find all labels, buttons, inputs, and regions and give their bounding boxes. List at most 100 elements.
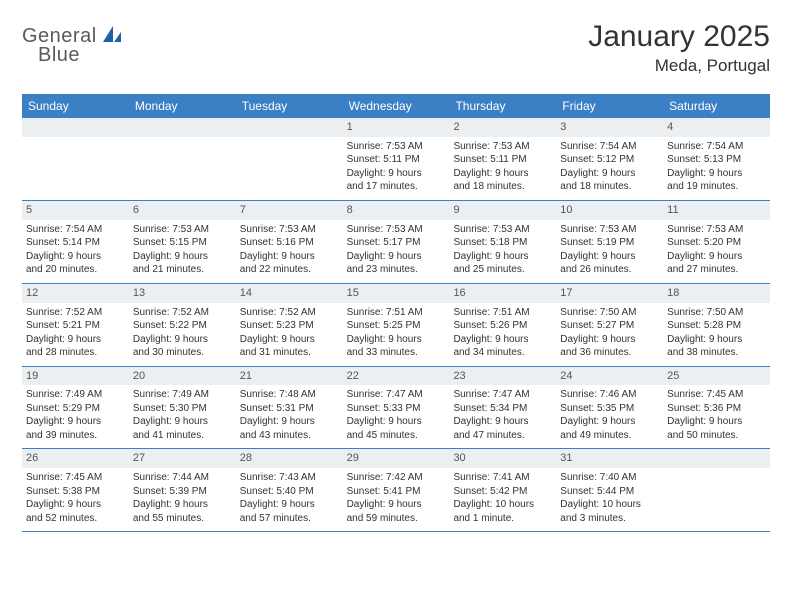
day-cell: 25Sunrise: 7:45 AMSunset: 5:36 PMDayligh…	[663, 367, 770, 449]
day-number: 17	[556, 284, 663, 303]
logo-text-blue-wrap: Blue	[38, 44, 80, 67]
day-header-wed: Wednesday	[343, 94, 450, 118]
sunrise-text: Sunrise: 7:49 AM	[133, 388, 232, 402]
day-cell: 9Sunrise: 7:53 AMSunset: 5:18 PMDaylight…	[449, 201, 556, 283]
day-number: 9	[449, 201, 556, 220]
day-cell: 28Sunrise: 7:43 AMSunset: 5:40 PMDayligh…	[236, 449, 343, 531]
daylight-text: and 3 minutes.	[560, 512, 659, 526]
sunrise-text: Sunrise: 7:53 AM	[133, 223, 232, 237]
sunrise-text: Sunrise: 7:51 AM	[453, 306, 552, 320]
location-label: Meda, Portugal	[588, 56, 770, 76]
daylight-text: and 21 minutes.	[133, 263, 232, 277]
day-number: 20	[129, 367, 236, 386]
daylight-text: and 20 minutes.	[26, 263, 125, 277]
sunset-text: Sunset: 5:20 PM	[667, 236, 766, 250]
sunrise-text: Sunrise: 7:40 AM	[560, 471, 659, 485]
sunrise-text: Sunrise: 7:52 AM	[133, 306, 232, 320]
day-header-thu: Thursday	[449, 94, 556, 118]
sunset-text: Sunset: 5:14 PM	[26, 236, 125, 250]
daylight-text: and 39 minutes.	[26, 429, 125, 443]
sunset-text: Sunset: 5:33 PM	[347, 402, 446, 416]
daylight-text: and 17 minutes.	[347, 180, 446, 194]
sunrise-text: Sunrise: 7:44 AM	[133, 471, 232, 485]
day-cell: 1Sunrise: 7:53 AMSunset: 5:11 PMDaylight…	[343, 118, 450, 200]
sunset-text: Sunset: 5:23 PM	[240, 319, 339, 333]
day-header-fri: Friday	[556, 94, 663, 118]
daylight-text: Daylight: 9 hours	[347, 333, 446, 347]
day-cell	[236, 118, 343, 200]
day-cell: 17 Sunrise: 7:50 AMSunset: 5:27 PMDayligh…	[556, 284, 663, 366]
daylight-text: and 50 minutes.	[667, 429, 766, 443]
day-number	[22, 118, 129, 137]
month-title: January 2025	[588, 20, 770, 54]
day-cell: 7Sunrise: 7:53 AMSunset: 5:16 PMDaylight…	[236, 201, 343, 283]
daylight-text: and 36 minutes.	[560, 346, 659, 360]
day-cell: 15Sunrise: 7:51 AMSunset: 5:25 PMDayligh…	[343, 284, 450, 366]
daylight-text: Daylight: 9 hours	[667, 167, 766, 181]
day-cell	[663, 449, 770, 531]
daylight-text: and 57 minutes.	[240, 512, 339, 526]
sunrise-text: Sunrise: 7:53 AM	[347, 140, 446, 154]
sunrise-text: Sunrise: 7:51 AM	[347, 306, 446, 320]
sunrise-text: Sunrise: 7:54 AM	[26, 223, 125, 237]
day-cell: 4Sunrise: 7:54 AMSunset: 5:13 PMDaylight…	[663, 118, 770, 200]
daylight-text: Daylight: 9 hours	[26, 250, 125, 264]
day-header-sat: Saturday	[663, 94, 770, 118]
day-header-sun: Sunday	[22, 94, 129, 118]
day-cell: 20 Sunrise: 7:49 AMSunset: 5:30 PMDayligh…	[129, 367, 236, 449]
week-row: 26Sunrise: 7:45 AMSunset: 5:38 PMDayligh…	[22, 449, 770, 532]
daylight-text: Daylight: 9 hours	[560, 415, 659, 429]
day-cell: 29Sunrise: 7:42 AMSunset: 5:41 PMDayligh…	[343, 449, 450, 531]
sunset-text: Sunset: 5:15 PM	[133, 236, 232, 250]
daylight-text: Daylight: 9 hours	[133, 498, 232, 512]
sunset-text: Sunset: 5:41 PM	[347, 485, 446, 499]
day-header-mon: Monday	[129, 94, 236, 118]
day-cell: 10Sunrise: 7:53 AMSunset: 5:19 PMDayligh…	[556, 201, 663, 283]
daylight-text: and 45 minutes.	[347, 429, 446, 443]
sunrise-text: Sunrise: 7:48 AM	[240, 388, 339, 402]
sunset-text: Sunset: 5:25 PM	[347, 319, 446, 333]
daylight-text: Daylight: 9 hours	[133, 415, 232, 429]
sunrise-text: Sunrise: 7:50 AM	[560, 306, 659, 320]
day-number: 27	[129, 449, 236, 468]
sunrise-text: Sunrise: 7:53 AM	[667, 223, 766, 237]
daylight-text: Daylight: 9 hours	[240, 498, 339, 512]
daylight-text: Daylight: 9 hours	[347, 498, 446, 512]
day-number: 23	[449, 367, 556, 386]
sunrise-text: Sunrise: 7:54 AM	[667, 140, 766, 154]
sunrise-text: Sunrise: 7:49 AM	[26, 388, 125, 402]
sunrise-text: Sunrise: 7:54 AM	[560, 140, 659, 154]
day-number: 4	[663, 118, 770, 137]
daylight-text: and 22 minutes.	[240, 263, 339, 277]
sunset-text: Sunset: 5:27 PM	[560, 319, 659, 333]
day-number: 6	[129, 201, 236, 220]
sunset-text: Sunset: 5:17 PM	[347, 236, 446, 250]
daylight-text: Daylight: 9 hours	[26, 498, 125, 512]
day-number: 28	[236, 449, 343, 468]
day-number: 16	[449, 284, 556, 303]
sunset-text: Sunset: 5:11 PM	[347, 153, 446, 167]
daylight-text: Daylight: 9 hours	[347, 250, 446, 264]
sunset-text: Sunset: 5:34 PM	[453, 402, 552, 416]
day-cell: 12Sunrise: 7:52 AMSunset: 5:21 PMDayligh…	[22, 284, 129, 366]
daylight-text: and 33 minutes.	[347, 346, 446, 360]
daylight-text: Daylight: 9 hours	[560, 333, 659, 347]
daylight-text: Daylight: 9 hours	[560, 250, 659, 264]
daylight-text: and 55 minutes.	[133, 512, 232, 526]
daylight-text: Daylight: 9 hours	[240, 250, 339, 264]
daylight-text: Daylight: 9 hours	[667, 250, 766, 264]
daylight-text: Daylight: 9 hours	[26, 415, 125, 429]
daylight-text: and 28 minutes.	[26, 346, 125, 360]
sunrise-text: Sunrise: 7:42 AM	[347, 471, 446, 485]
day-number	[129, 118, 236, 137]
day-cell: 6Sunrise: 7:53 AMSunset: 5:15 PMDaylight…	[129, 201, 236, 283]
sunset-text: Sunset: 5:30 PM	[133, 402, 232, 416]
weeks-container: 1Sunrise: 7:53 AMSunset: 5:11 PMDaylight…	[22, 118, 770, 532]
daylight-text: and 41 minutes.	[133, 429, 232, 443]
daylight-text: and 59 minutes.	[347, 512, 446, 526]
day-number: 13	[129, 284, 236, 303]
sunrise-text: Sunrise: 7:53 AM	[347, 223, 446, 237]
week-row: 1Sunrise: 7:53 AMSunset: 5:11 PMDaylight…	[22, 118, 770, 201]
daylight-text: and 25 minutes.	[453, 263, 552, 277]
week-row: 19Sunrise: 7:49 AMSunset: 5:29 PMDayligh…	[22, 367, 770, 450]
